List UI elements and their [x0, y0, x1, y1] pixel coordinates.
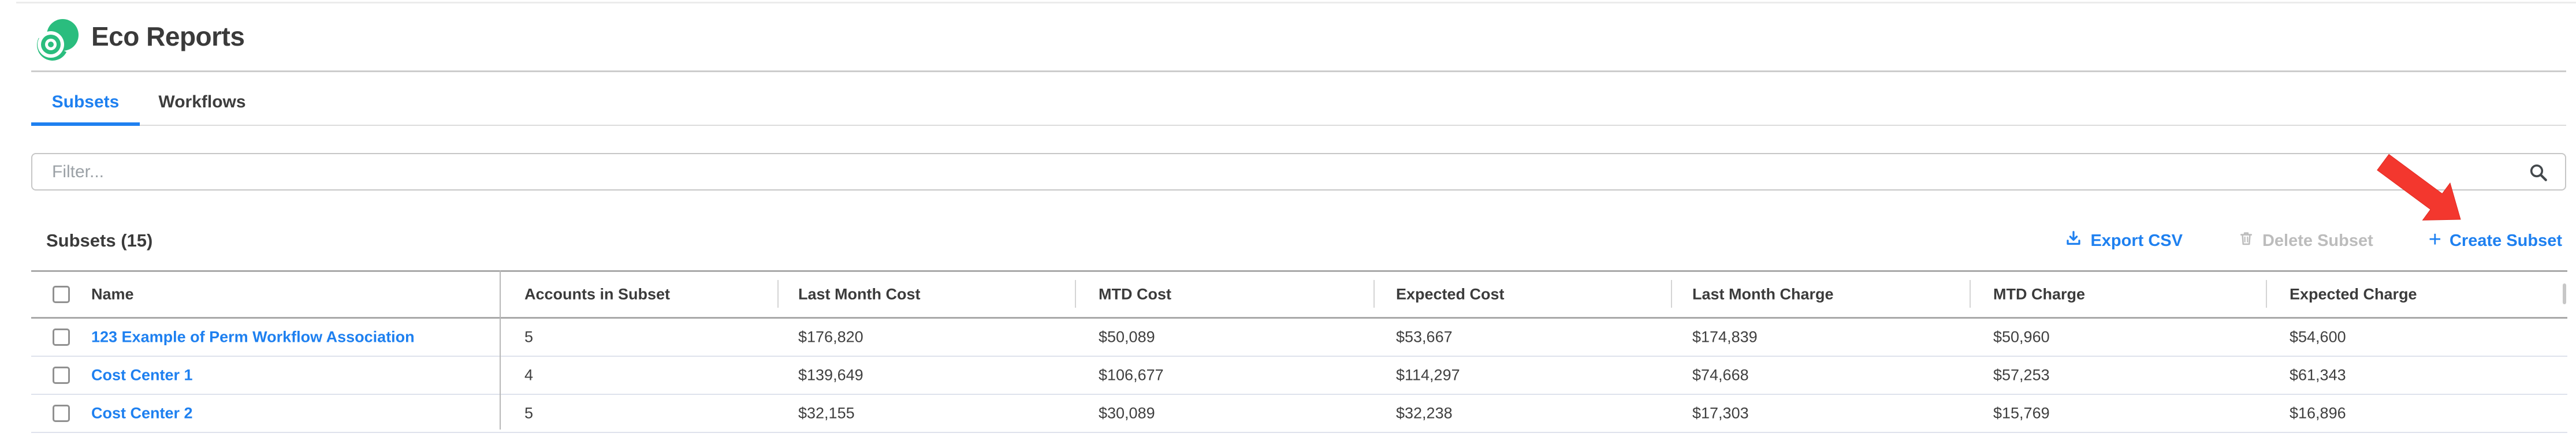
delete-subset-label: Delete Subset	[2262, 231, 2373, 250]
eco-logo-icon	[32, 19, 79, 65]
last-month-cost-value: $139,649	[798, 366, 863, 384]
filter-input[interactable]	[32, 154, 2565, 189]
column-header-expected-cost[interactable]: Expected Cost	[1396, 285, 1505, 303]
column-header-expected-charge[interactable]: Expected Charge	[2290, 285, 2417, 303]
scrollbar-thumb[interactable]	[2563, 283, 2566, 304]
tab-workflows[interactable]: Workflows	[158, 92, 246, 111]
row-checkbox[interactable]	[53, 367, 70, 384]
column-divider	[1970, 280, 1971, 308]
mtd-cost-value: $106,677	[1099, 366, 1164, 384]
column-header-name[interactable]: Name	[91, 285, 134, 303]
row-checkbox[interactable]	[53, 405, 70, 422]
column-divider	[777, 280, 779, 308]
filter-field-container	[31, 153, 2566, 191]
table-row: Cost Center 1 4 $139,649 $106,677 $114,2…	[31, 357, 2567, 395]
mtd-charge-value: $57,253	[1993, 366, 2050, 384]
window-top-border	[16, 2, 2576, 3]
table-row: Cost Center 2 5 $32,155 $30,089 $32,238 …	[31, 395, 2567, 433]
mtd-cost-value: $50,089	[1099, 328, 1155, 346]
header-divider	[31, 70, 2566, 72]
subset-name-link[interactable]: 123 Example of Perm Workflow Association	[91, 328, 415, 346]
table-actions: Export CSV Delete Subset + Create Subset	[2065, 228, 2562, 253]
select-all-checkbox[interactable]	[53, 286, 70, 303]
subsets-table: Name Accounts in Subset Last Month Cost …	[31, 270, 2567, 433]
accounts-in-subset-value: 5	[524, 404, 534, 422]
delete-subset-button[interactable]: Delete Subset	[2238, 230, 2373, 252]
last-month-charge-value: $174,839	[1692, 328, 1758, 346]
create-subset-button[interactable]: + Create Subset	[2428, 227, 2562, 252]
export-csv-label: Export CSV	[2090, 231, 2183, 250]
column-header-mtd-charge[interactable]: MTD Charge	[1993, 285, 2086, 303]
active-tab-indicator	[31, 122, 140, 126]
section-title: Subsets (15)	[46, 230, 153, 251]
expected-cost-value: $114,297	[1396, 366, 1460, 384]
last-month-cost-value: $176,820	[798, 328, 863, 346]
table-header-row: Name Accounts in Subset Last Month Cost …	[31, 270, 2567, 319]
tabs-underline	[31, 125, 2566, 126]
tab-subsets[interactable]: Subsets	[51, 92, 120, 111]
table-row: 123 Example of Perm Workflow Association…	[31, 319, 2567, 357]
column-divider	[1373, 280, 1375, 308]
mtd-cost-value: $30,089	[1099, 404, 1155, 422]
expected-charge-value: $54,600	[2290, 328, 2346, 346]
download-icon	[2065, 230, 2082, 252]
last-month-charge-value: $74,668	[1692, 366, 1749, 384]
mtd-charge-value: $50,960	[1993, 328, 2050, 346]
column-header-accounts[interactable]: Accounts in Subset	[524, 285, 671, 303]
accounts-in-subset-value: 5	[524, 328, 534, 346]
subset-name-link[interactable]: Cost Center 1	[91, 366, 193, 384]
logo-bullseye	[41, 35, 61, 54]
mtd-charge-value: $15,769	[1993, 404, 2050, 422]
name-column-divider	[500, 270, 501, 430]
search-icon	[2528, 162, 2549, 183]
expected-charge-value: $16,896	[2290, 404, 2346, 422]
expected-charge-value: $61,343	[2290, 366, 2346, 384]
expected-cost-value: $32,238	[1396, 404, 1453, 422]
column-header-mtd-cost[interactable]: MTD Cost	[1099, 285, 1171, 303]
last-month-charge-value: $17,303	[1692, 404, 1749, 422]
subset-name-link[interactable]: Cost Center 2	[91, 404, 193, 422]
column-header-last-month-charge[interactable]: Last Month Charge	[1692, 285, 1834, 303]
create-subset-label: Create Subset	[2449, 231, 2562, 250]
column-divider	[1671, 280, 1672, 308]
page-title: Eco Reports	[91, 21, 245, 51]
column-divider	[2266, 280, 2267, 308]
export-csv-button[interactable]: Export CSV	[2065, 230, 2183, 252]
expected-cost-value: $53,667	[1396, 328, 1453, 346]
trash-icon	[2238, 230, 2254, 252]
accounts-in-subset-value: 4	[524, 366, 534, 384]
plus-icon: +	[2428, 227, 2441, 252]
column-divider	[1075, 280, 1076, 308]
last-month-cost-value: $32,155	[798, 404, 855, 422]
row-checkbox[interactable]	[53, 328, 70, 346]
column-header-last-month-cost[interactable]: Last Month Cost	[798, 285, 921, 303]
